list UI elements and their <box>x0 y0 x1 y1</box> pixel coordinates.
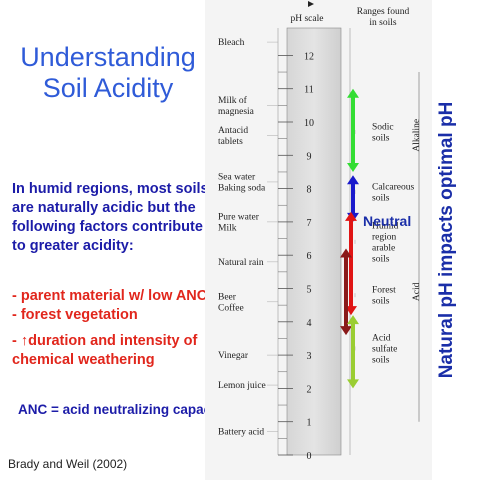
range-arrow-calcareous-up-icon <box>347 175 359 185</box>
soil-range-label: soils <box>372 193 390 203</box>
factor-weathering: - ↑duration and intensity of chemical we… <box>12 333 198 368</box>
range-arrow-acid-sulfate-down-icon <box>347 379 359 389</box>
substance-label: Lemon juice <box>218 381 266 391</box>
ph-tick-label: 1 <box>307 418 312 429</box>
range-arrow-acid-sulfate-up-icon <box>347 315 359 325</box>
substance-label: Baking soda <box>218 183 266 193</box>
soil-range-label: region <box>372 232 397 242</box>
substance-label: Coffee <box>218 302 244 313</box>
slide-title-line2: Soil Acidity <box>42 73 174 103</box>
soil-range-label: Forest <box>372 286 396 296</box>
ph-tick-label: 7 <box>307 218 312 229</box>
intro-text: In humid regions, most soils are natural… <box>12 181 209 254</box>
ph-tick-label: 2 <box>307 384 312 395</box>
ranges-header: Ranges found <box>357 6 410 17</box>
header-pointer-icon <box>308 1 314 7</box>
slide-title: Understanding Soil Acidity <box>10 42 206 104</box>
range-arrow-forest-up-icon <box>340 248 352 258</box>
soil-range-label: Calcareous <box>372 182 415 192</box>
ph-tick-label: 3 <box>307 351 312 362</box>
slide-title-line1: Understanding <box>20 42 196 72</box>
soil-range-label: arable <box>372 243 395 253</box>
soil-range-label: soils <box>372 254 390 264</box>
ph-tick-label: 8 <box>307 185 312 196</box>
range-arrow-sodic-up-icon <box>347 88 359 98</box>
substance-label: Bleach <box>218 38 245 48</box>
substance-label: Milk of <box>218 95 248 106</box>
substance-label: magnesia <box>218 107 255 117</box>
substance-label: Milk <box>218 223 237 233</box>
soil-range-label: soils <box>372 297 390 307</box>
anc-definition: ANC = acid neutralizing capacity <box>18 402 227 417</box>
range-arrow-sodic-down-icon <box>347 162 359 172</box>
factor-parent-material: - parent material w/ low ANC <box>12 288 208 304</box>
soil-range-label: Sodic <box>372 122 394 132</box>
soil-range-label: Humid <box>372 221 399 231</box>
soil-range-label: soils <box>372 355 390 365</box>
ph-tick-label: 0 <box>307 451 312 462</box>
soil-range-label: soils <box>372 133 390 143</box>
neutral-label: Neutral <box>363 213 411 229</box>
soil-range-label: Acid <box>372 333 391 343</box>
alkaline-label: Alkaline <box>412 119 422 152</box>
ph-tick-label: 9 <box>307 151 312 162</box>
ph-tick-label: 11 <box>304 85 314 96</box>
substance-label: Vinegar <box>218 351 249 361</box>
substance-label: tablets <box>218 137 243 147</box>
substance-label: Battery acid <box>218 428 264 438</box>
substance-label: Sea water <box>218 172 256 182</box>
ph-tick-label: 12 <box>304 51 314 62</box>
ph-tick-label: 4 <box>307 318 312 329</box>
ranges-header: in soils <box>369 18 396 28</box>
ph-tick-label: 10 <box>304 118 314 129</box>
ph-scale-header: pH scale <box>291 14 324 24</box>
substance-label: Antacid <box>218 126 248 136</box>
substance-label: Beer <box>218 292 237 302</box>
ph-tick-label: 6 <box>307 251 312 262</box>
substance-label: Natural rain <box>218 258 264 268</box>
acid-label: Acid <box>412 282 422 301</box>
side-title: Natural pH impacts optimal pH <box>436 101 457 379</box>
soil-range-label: sulfate <box>372 343 397 354</box>
substance-label: Pure water <box>218 212 260 222</box>
citation: Brady and Weil (2002) <box>8 457 128 471</box>
ph-tick-label: 5 <box>307 285 312 296</box>
range-arrow-humid-up-icon <box>345 211 357 221</box>
range-arrow-forest-down-icon <box>340 326 352 336</box>
factor-forest-vegetation: - forest vegetation <box>12 307 138 323</box>
ph-column <box>286 27 342 456</box>
